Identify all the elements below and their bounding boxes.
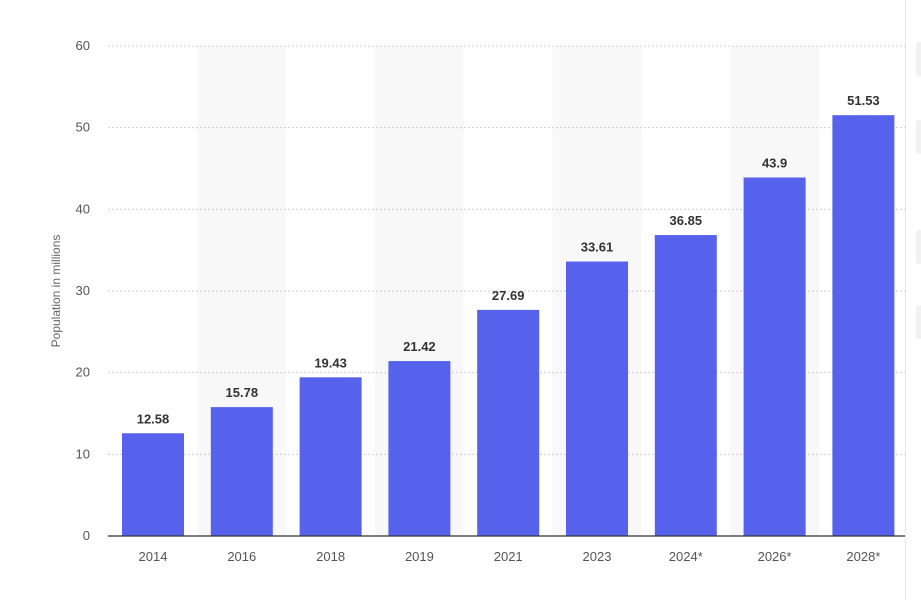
data-label: 12.58 [137, 411, 170, 426]
bar[interactable] [122, 433, 184, 536]
data-label: 21.42 [403, 339, 436, 354]
y-tick-label: 30 [76, 283, 90, 298]
data-label: 33.61 [581, 240, 614, 255]
x-tick-label: 2016 [227, 549, 256, 564]
panel-notch [916, 42, 921, 76]
bar[interactable] [566, 261, 628, 536]
x-tick-label: 2023 [583, 549, 612, 564]
panel-notch [916, 120, 921, 154]
x-tick-label: 2019 [405, 549, 434, 564]
bar[interactable] [388, 361, 451, 536]
bar[interactable] [299, 377, 362, 536]
data-label: 19.43 [314, 355, 347, 370]
y-axis-title: Population in millions [49, 235, 63, 348]
data-label: 51.53 [847, 93, 880, 108]
x-tick-label: 2014 [139, 549, 168, 564]
bar[interactable] [210, 407, 273, 536]
y-tick-labels: 0 10 20 30 40 50 60 [76, 38, 90, 543]
data-label: 36.85 [670, 213, 703, 228]
bar[interactable] [654, 235, 717, 536]
data-label: 27.69 [492, 288, 525, 303]
x-tick-label: 2026* [758, 549, 792, 564]
y-tick-label: 50 [76, 120, 90, 135]
x-tick-label: 2028* [846, 549, 880, 564]
y-tick-label: 60 [76, 38, 90, 53]
bar[interactable] [743, 177, 806, 536]
x-tick-label: 2021 [494, 549, 523, 564]
x-tick-label: 2018 [316, 549, 345, 564]
x-tick-labels: 2014 2016 2018 2019 2021 2023 2024* 2026* 2028* [139, 549, 881, 564]
bar[interactable] [477, 309, 540, 536]
panel-notch [916, 305, 921, 339]
bar[interactable] [832, 115, 895, 537]
right-panel-edge [905, 0, 921, 600]
data-label: 15.78 [226, 385, 259, 400]
bars [122, 115, 895, 537]
y-tick-label: 10 [76, 446, 90, 461]
x-tick-label: 2024* [669, 549, 703, 564]
data-label: 43.9 [762, 155, 787, 170]
data-labels: 12.58 15.78 19.43 21.42 27.69 33.61 36.85 43.9 5… [137, 93, 880, 426]
panel-notch [916, 230, 921, 264]
y-tick-label: 20 [76, 365, 90, 380]
y-tick-label: 0 [83, 528, 90, 543]
y-tick-label: 40 [76, 201, 90, 216]
